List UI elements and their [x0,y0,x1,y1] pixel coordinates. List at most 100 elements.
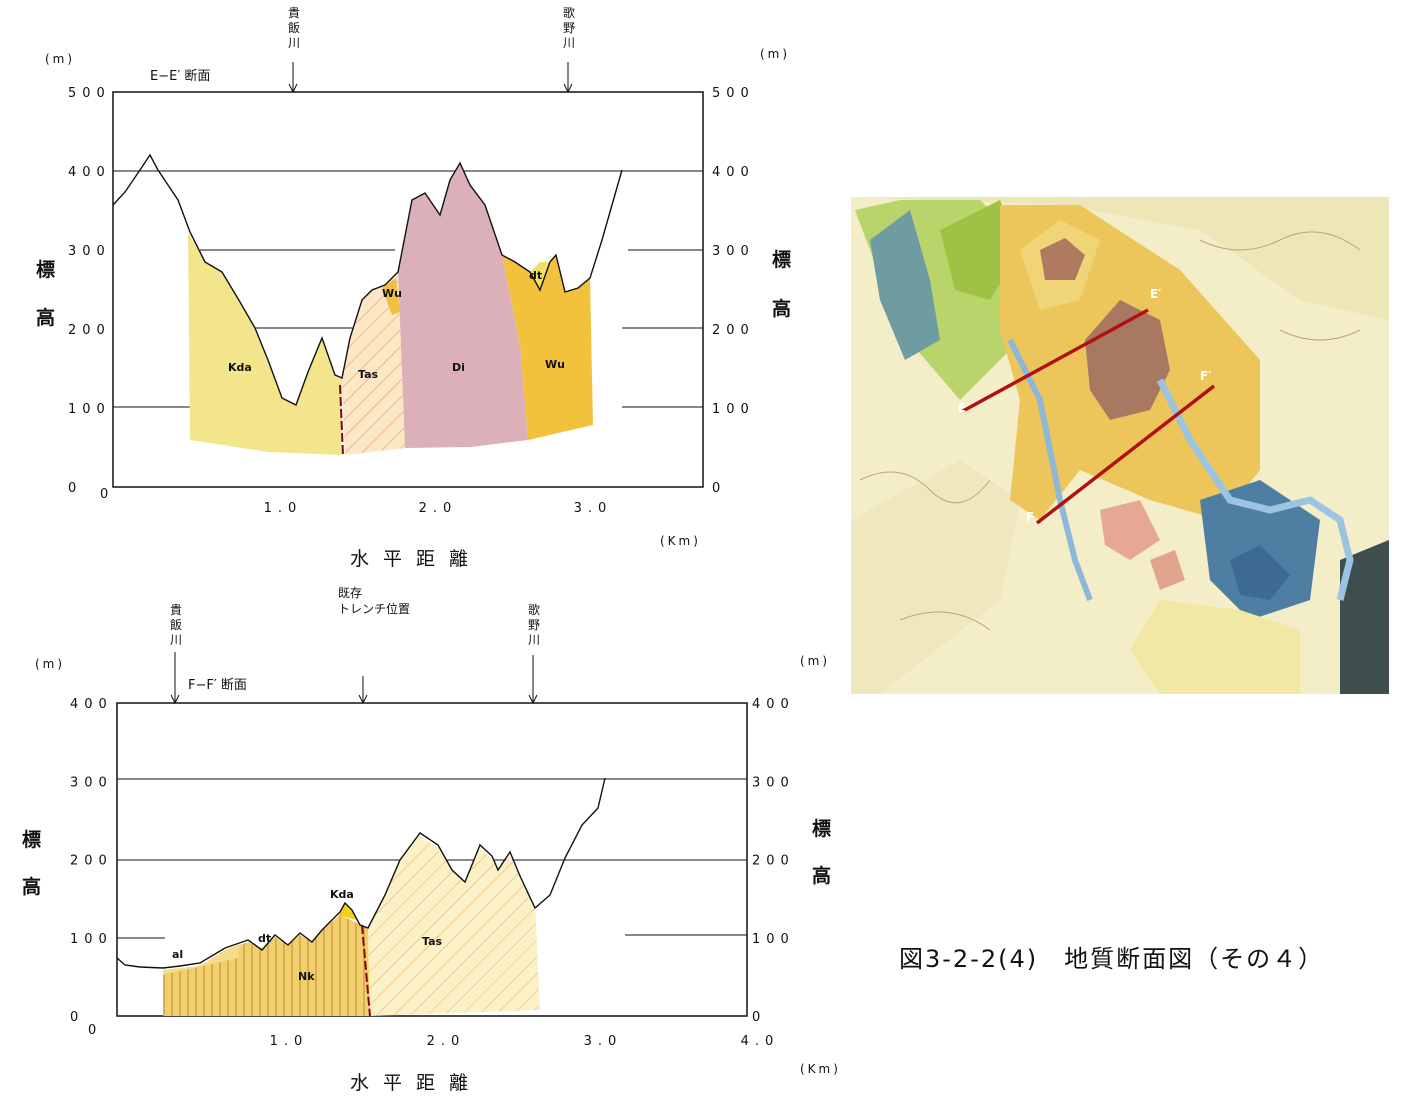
map-pink-unit [1100,500,1160,560]
section-e-title: E−E′ 断面 [150,69,210,84]
unit-label-left: (m) [45,52,75,66]
map-pink-unit [1150,550,1185,590]
x-axis-ticks-f: 1.0 2.0 3.0 4.0 0 [88,1023,780,1049]
y-tick-right-f: 100 [752,932,795,947]
y-axis-left-ticks-f: 400 300 200 100 0 [70,697,113,1025]
y-tick-left: 200 [68,323,111,338]
fault-line-f [361,924,371,1017]
arrow-icon [170,694,180,705]
unit-dt-fill [530,262,552,290]
river-label-utano-f: 歌野川 [528,602,540,647]
unit-kda-fill [188,232,342,455]
unit-label-right-f: (m) [800,654,830,668]
map-label-f-prime: F′ [1200,369,1211,383]
y-title-right-2: 高 [772,297,791,320]
map-dark-unit [1340,540,1389,694]
unit-label-tas-f: Tas [422,935,443,948]
y-tick-left-f: 100 [70,932,113,947]
y-tick-left-f: 400 [70,697,113,712]
map-river [1007,338,1093,602]
unit-al-fill [163,944,240,975]
river-label-utano-text: 歌野川 [563,5,575,50]
map-light-yellow-unit [1130,600,1300,694]
map-contour [1279,329,1361,341]
x-title: 水平距離 [350,548,482,570]
section-e-profile [112,153,623,406]
y-tick-left-f: 300 [70,775,113,790]
x-tick: 3.0 [574,501,613,516]
y-title-left-f-2: 高 [22,875,41,898]
section-f-profile [116,777,606,969]
x-tick-f: 4.0 [741,1034,780,1049]
x-tick-f: 2.0 [427,1034,466,1049]
unit-label-di: Di [452,361,465,374]
unit-tas-fill [342,275,405,455]
arrow-icon [563,83,573,94]
section-e-frame [112,91,704,488]
map-label-e: E [958,401,966,415]
y-tick-right-f: 200 [752,854,795,869]
arrow-icon [528,694,538,705]
y-title-left-2: 高 [36,306,55,329]
unit-label-al: al [172,948,183,961]
map-blue-unit-dark [1230,545,1290,600]
y-tick-left: 100 [68,402,111,417]
y-tick-right: 100 [712,402,755,417]
y-axis-right-ticks: 500 400 300 200 100 0 [712,86,755,496]
y-axis-left-ticks: 500 400 300 200 100 0 [68,86,111,496]
x-tick: 2.0 [419,501,458,516]
y-tick-right: 200 [712,323,755,338]
unit-tas-fill-f [368,836,540,1016]
unit-label-kda: Kda [228,361,252,374]
y-tick-right: 400 [712,165,755,180]
y-tick-left: 0 [68,481,82,496]
arrow-icon [288,83,298,94]
y-tick-right: 500 [712,86,755,101]
map-label-e-prime: E′ [1150,287,1161,301]
map-blue-green-unit [870,210,940,360]
y-tick-left: 400 [68,165,111,180]
y-tick-right-f: 0 [752,1010,766,1025]
river-label-kihan-f: 貴飯川 [170,603,182,647]
x-axis-ticks: 1.0 2.0 3.0 0 [100,487,613,516]
unit-di-fill [398,163,528,448]
y-title-right-f-2: 高 [812,864,831,887]
unit-label-wu: Wu [545,358,565,371]
unit-label-left-f: (m) [35,657,65,671]
y-tick-left: 500 [68,86,111,101]
unit-label-nk: Nk [298,970,315,983]
x-tick-f: 1.0 [270,1034,309,1049]
geologic-map: E E′ F F′ [851,197,1389,694]
unit-label-kda-f: Kda [330,888,354,901]
figure-caption: 図3-2-2(4) 地質断面図（その４） [899,945,1324,973]
unit-label-tas: Tas [358,368,379,381]
unit-wu-fill [502,255,593,440]
map-brown-unit-di [1085,300,1170,420]
section-f: 貴飯川 既存トレンチ位置 歌野川 F−F′ 断面 (m) (m) 400 300 2… [22,586,838,1094]
section-f-title: F−F′ 断面 [188,678,247,693]
arrow-icon [358,694,368,705]
map-river [1156,378,1354,601]
y-title-right-f-1: 標 [812,817,831,840]
unit-wu-small-fill [382,278,400,315]
y-tick-left-f: 0 [70,1010,84,1025]
x-tick-origin-f: 0 [88,1023,102,1038]
map-base-patch [851,197,1389,320]
x-tick: 1.0 [264,501,303,516]
y-title-right-1: 標 [772,248,791,271]
x-title-f: 水平距離 [350,1072,482,1094]
section-line-e [962,308,1149,413]
y-title-left-1: 標 [36,258,55,281]
unit-kda-fill-f [338,903,356,920]
section-e: 貴飯川 歌野川 E−E′ 断面 (m) (m) 500 400 300 200 100 0… [36,5,791,570]
y-tick-right: 0 [712,481,726,496]
map-base-patch [851,460,1020,694]
map-brown-unit [1040,238,1085,280]
trench-label: 既存トレンチ位置 [338,586,410,616]
unit-label-wu-small: Wu [382,287,402,300]
unit-label-dt-f: dt [258,932,271,945]
map-contour [899,611,991,631]
section-line-f [1035,384,1216,525]
